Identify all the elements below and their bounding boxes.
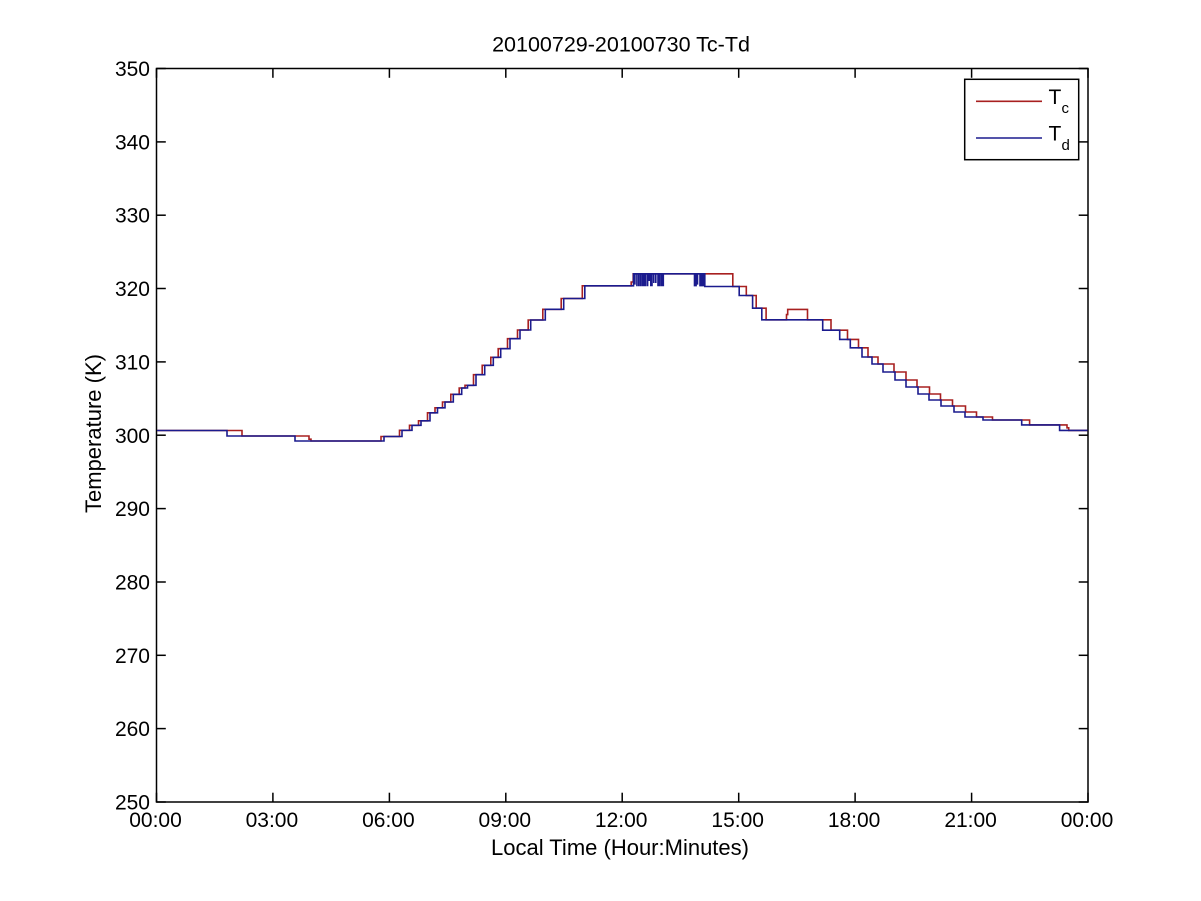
svg-text:18:00: 18:00	[828, 809, 881, 832]
svg-text:T: T	[1049, 86, 1062, 109]
svg-text:Temperature (K): Temperature (K)	[81, 354, 106, 513]
svg-text:15:00: 15:00	[711, 809, 764, 832]
svg-text:290: 290	[115, 498, 150, 521]
svg-text:270: 270	[115, 645, 150, 668]
svg-text:310: 310	[115, 351, 150, 374]
svg-text:260: 260	[115, 718, 150, 741]
svg-text:320: 320	[115, 278, 150, 301]
svg-text:340: 340	[115, 131, 150, 154]
svg-text:Local Time (Hour:Minutes): Local Time (Hour:Minutes)	[491, 835, 749, 860]
svg-text:280: 280	[115, 572, 150, 595]
svg-text:250: 250	[115, 792, 150, 815]
svg-text:d: d	[1062, 137, 1070, 154]
svg-text:300: 300	[115, 425, 150, 448]
svg-text:350: 350	[115, 58, 150, 81]
svg-text:03:00: 03:00	[246, 809, 299, 832]
svg-text:20100729-20100730 Tc-Td: 20100729-20100730 Tc-Td	[492, 33, 750, 57]
svg-text:T: T	[1049, 123, 1062, 146]
svg-text:00:00: 00:00	[1061, 809, 1114, 832]
svg-text:c: c	[1062, 100, 1070, 117]
svg-text:12:00: 12:00	[595, 809, 648, 832]
svg-text:06:00: 06:00	[362, 809, 415, 832]
svg-text:21:00: 21:00	[944, 809, 997, 832]
svg-text:00:00: 00:00	[129, 809, 182, 832]
svg-text:330: 330	[115, 205, 150, 228]
svg-text:09:00: 09:00	[479, 809, 532, 832]
